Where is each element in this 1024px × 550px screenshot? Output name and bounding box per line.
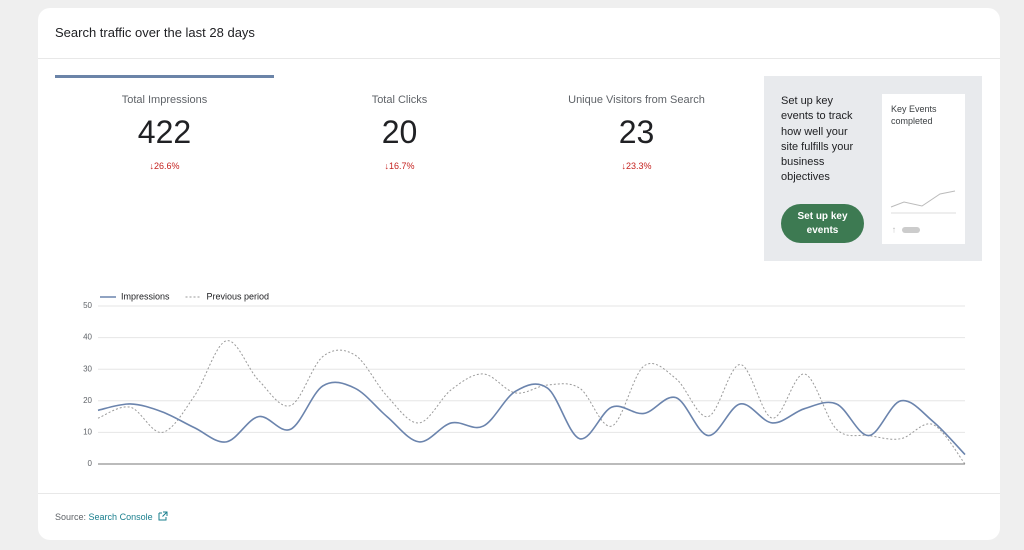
footer-prefix: Source:	[55, 512, 87, 522]
metric[interactable]: Total Clicks 20 ↓16.7%	[290, 94, 509, 171]
promo-button[interactable]: Set up key events	[781, 204, 864, 243]
metric[interactable]: Unique Visitors from Search 23 ↓23.3%	[527, 94, 746, 171]
metric-value: 20	[381, 114, 418, 150]
metric-label: Unique Visitors from Search	[568, 94, 705, 106]
line-chart: 0 10 20 30 40 50 Impressions Previous period	[83, 291, 966, 468]
promo-text: Set up key events to track how well your…	[781, 95, 854, 184]
promo-panel: Set up key events to track how well your…	[764, 76, 982, 261]
metric-change: ↓16.7%	[384, 161, 415, 171]
legend-label: Previous period	[207, 291, 270, 301]
divider	[38, 493, 1000, 494]
y-tick-label: 20	[83, 396, 92, 405]
y-tick-label: 50	[83, 301, 92, 310]
series-line	[97, 340, 966, 465]
footer-link[interactable]: Search Console	[88, 512, 153, 522]
footer: Source: Search Console	[55, 511, 168, 522]
y-tick-label: 0	[88, 459, 93, 468]
series-line	[97, 381, 966, 456]
metric-change: ↓26.6%	[149, 161, 180, 171]
legend-label: Impressions	[121, 291, 170, 301]
svg-text:↑: ↑	[892, 224, 897, 234]
metric-change: ↓23.3%	[621, 161, 652, 171]
y-tick-label: 30	[83, 364, 92, 373]
metric[interactable]: Total Impressions 422 ↓26.6%	[55, 94, 274, 171]
tab-indicator	[55, 75, 274, 78]
metric-value: 422	[137, 114, 192, 150]
divider	[38, 58, 1000, 59]
metric-value: 23	[618, 114, 655, 150]
metric-label: Total Clicks	[371, 94, 428, 106]
card-title: Search traffic over the last 28 days	[55, 25, 255, 40]
metric-label: Total Impressions	[121, 94, 208, 106]
preview-title: Key Events completed	[891, 104, 937, 126]
card: Search traffic over the last 28 days Tot…	[38, 8, 1000, 540]
preview-card: Key Events completed ↑	[882, 94, 965, 244]
y-tick-label: 10	[83, 428, 92, 437]
y-tick-label: 40	[83, 333, 92, 342]
preview-sparkline: ↑	[890, 190, 956, 234]
external-icon	[158, 511, 168, 521]
